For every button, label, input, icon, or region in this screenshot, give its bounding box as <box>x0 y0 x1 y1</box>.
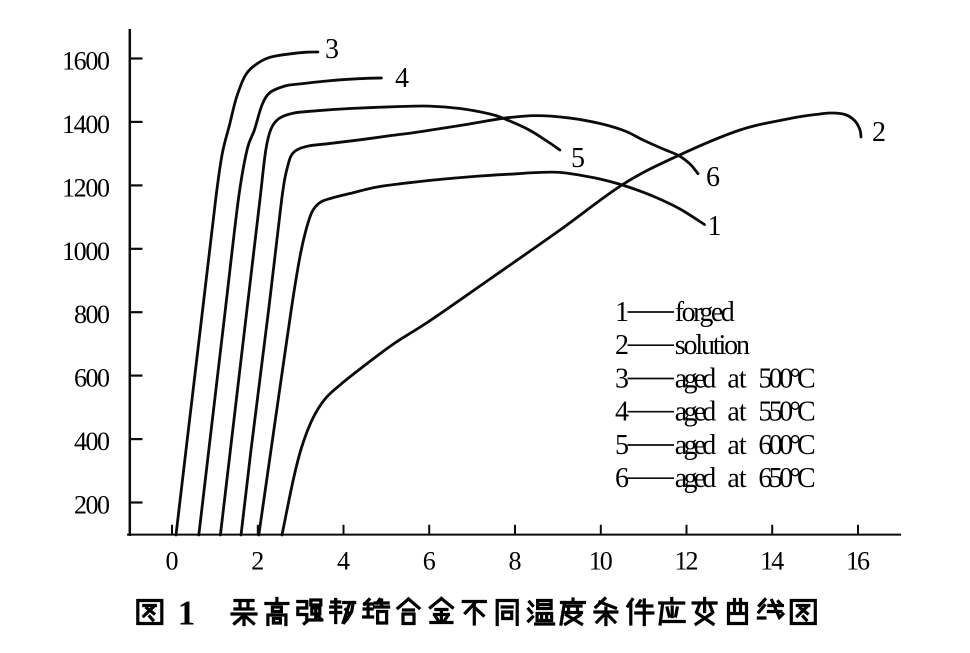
svg-text:1400: 1400 <box>62 110 110 139</box>
svg-text:4: 4 <box>615 397 629 428</box>
svg-text:600°C: 600°C <box>758 430 815 461</box>
svg-text:6: 6 <box>615 463 629 494</box>
svg-text:650°C: 650°C <box>758 463 815 494</box>
svg-text:at: at <box>727 364 746 395</box>
svg-text:16: 16 <box>846 547 870 576</box>
svg-text:8: 8 <box>509 547 522 576</box>
svg-text:aged: aged <box>675 364 717 395</box>
svg-text:6: 6 <box>706 162 720 193</box>
svg-text:500°C: 500°C <box>758 364 815 395</box>
svg-text:1200: 1200 <box>62 173 110 202</box>
svg-text:550°C: 550°C <box>758 397 815 428</box>
svg-text:400: 400 <box>74 427 110 456</box>
svg-text:2: 2 <box>872 117 886 148</box>
svg-text:1: 1 <box>708 211 722 242</box>
svg-text:600: 600 <box>74 364 110 393</box>
svg-text:10: 10 <box>589 547 613 576</box>
svg-text:solution: solution <box>675 330 750 361</box>
svg-text:forged: forged <box>675 297 735 328</box>
svg-text:3: 3 <box>325 34 339 65</box>
svg-text:14: 14 <box>760 547 784 576</box>
svg-text:1000: 1000 <box>62 237 110 266</box>
svg-text:aged: aged <box>675 397 717 428</box>
svg-text:4: 4 <box>395 63 409 94</box>
svg-text:5: 5 <box>571 143 585 174</box>
svg-text:aged: aged <box>675 463 717 494</box>
svg-text:5: 5 <box>615 430 629 461</box>
svg-text:0: 0 <box>166 547 179 576</box>
svg-text:12: 12 <box>675 547 699 576</box>
svg-text:1: 1 <box>615 297 629 328</box>
svg-text:200: 200 <box>74 491 110 520</box>
svg-text:4: 4 <box>337 547 350 576</box>
svg-text:2: 2 <box>615 330 629 361</box>
svg-text:1: 1 <box>178 594 196 633</box>
svg-text:2: 2 <box>251 547 264 576</box>
svg-text:at: at <box>727 397 746 428</box>
svg-text:3: 3 <box>615 364 629 395</box>
svg-text:1600: 1600 <box>62 47 110 76</box>
svg-text:6: 6 <box>423 547 436 576</box>
svg-text:aged: aged <box>675 430 717 461</box>
svg-text:at: at <box>727 463 746 494</box>
svg-text:800: 800 <box>74 300 110 329</box>
svg-text:at: at <box>727 430 746 461</box>
